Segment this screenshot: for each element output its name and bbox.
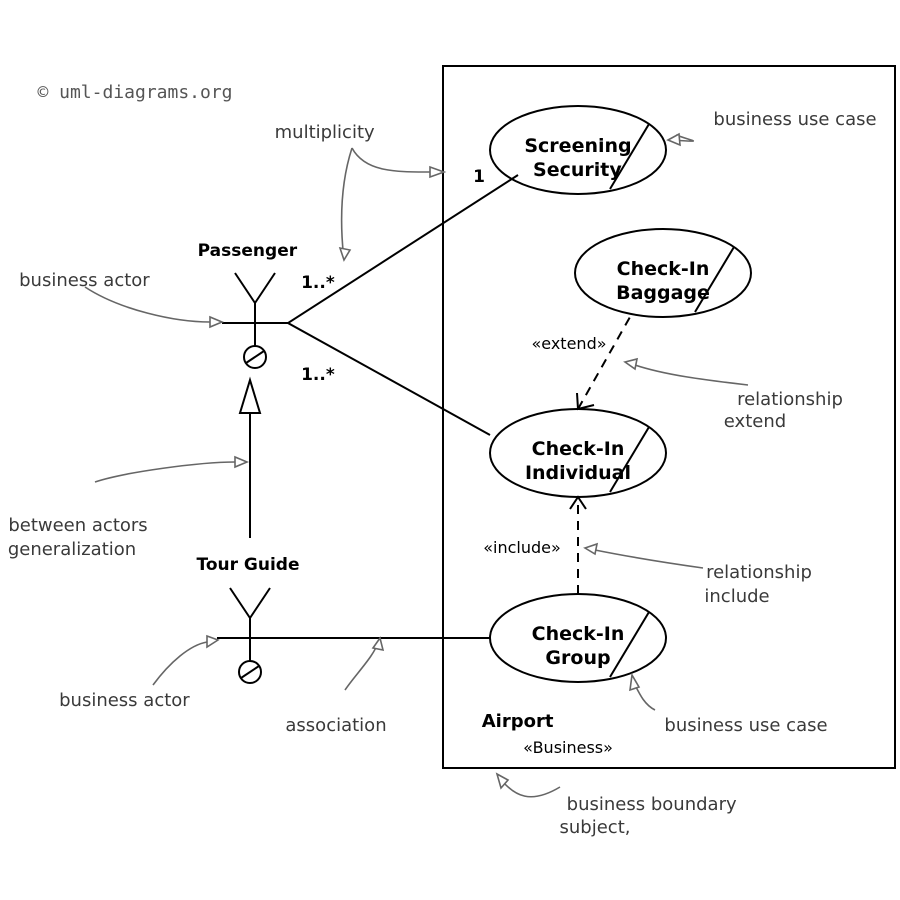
actor-passenger xyxy=(222,272,288,369)
actor-tour-guide-name: Tour Guide xyxy=(196,555,299,575)
include-label: «include» xyxy=(483,538,561,557)
annotation-relationship-include-line1: relationship xyxy=(706,562,812,583)
actor-passenger-name: Passenger xyxy=(198,241,298,261)
annotation-association: association xyxy=(285,715,386,736)
annotation-generalization-line2: between actors xyxy=(8,515,147,536)
use-case-individual-line1: Individual xyxy=(525,462,631,484)
multiplicity-passenger-upper: 1..* xyxy=(301,273,335,293)
annotation-multiplicity: multiplicity xyxy=(275,122,375,143)
use-case-security-line2: Screening xyxy=(524,135,631,157)
annotation-subject-line2: business boundary xyxy=(567,794,737,815)
actor-tour-guide xyxy=(217,587,283,684)
use-case-group-line1: Group xyxy=(545,647,610,669)
use-case-baggage-line1: Baggage xyxy=(616,282,710,304)
use-case-group-check-in: Group Check-In xyxy=(489,593,667,683)
extend-label: «extend» xyxy=(531,334,606,353)
subject-stereotype: «Business» xyxy=(523,738,613,757)
use-case-individual-check-in: Individual Check-In xyxy=(489,408,667,498)
multiplicity-security: 1 xyxy=(473,167,485,187)
annotation-pointers xyxy=(84,132,749,798)
use-case-security-screening: Security Screening xyxy=(489,105,667,195)
use-case-baggage-line2: Check-In xyxy=(617,258,710,280)
include-dependency xyxy=(569,495,587,594)
generalization-arrow xyxy=(238,376,262,538)
annotation-business-use-case-top: business use case xyxy=(713,109,876,130)
annotation-business-actor-bottom: business actor xyxy=(59,690,190,711)
use-case-security-line1: Security xyxy=(533,159,622,181)
annotation-relationship-include-line2: include xyxy=(704,586,769,607)
use-case-group-line2: Check-In xyxy=(532,623,625,645)
copyright-text: © uml-diagrams.org xyxy=(37,82,232,103)
extend-dependency xyxy=(576,316,631,411)
use-case-baggage-check-in: Baggage Check-In xyxy=(574,228,752,318)
annotation-business-use-case-bottom: business use case xyxy=(664,715,827,736)
annotation-relationship-extend-line2: extend xyxy=(724,411,786,432)
annotation-subject-line1: subject, xyxy=(560,817,631,838)
subject-name: Airport xyxy=(482,711,554,732)
subject-boundary xyxy=(442,65,896,769)
annotation-generalization-line1: generalization xyxy=(8,539,136,560)
annotation-business-actor-top: business actor xyxy=(19,270,150,291)
use-case-individual-line2: Check-In xyxy=(532,438,625,460)
multiplicity-passenger-lower: 1..* xyxy=(301,365,335,385)
annotation-relationship-extend-line1: relationship xyxy=(737,389,843,410)
